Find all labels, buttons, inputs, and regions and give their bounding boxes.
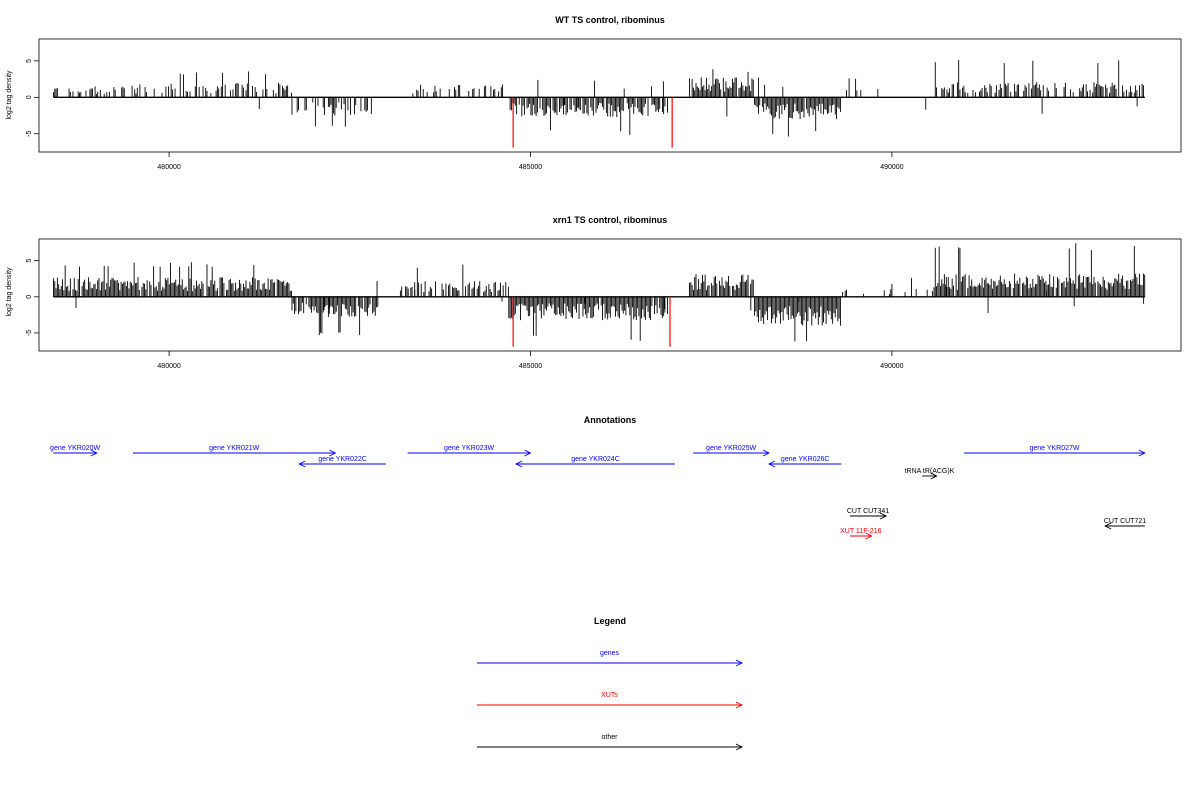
xrn1-y-tick-label: 5 [26,259,33,263]
wt-y-tick-label: 0 [26,95,33,99]
xrn1-plot-frame [38,238,1182,352]
wt-segment-bars [934,59,1144,98]
xrn1-x-axis: 480000 485000 490000 [157,351,904,370]
xrn1-track [53,243,1146,347]
xrn1-x-tick-label: 480000 [157,363,180,370]
annotation-feature: CUT CUT341 [847,508,889,520]
wt-segment-bars [53,86,110,98]
wt-y-axis-label: log2 tag density [6,70,13,120]
annotation-label: gene YKR024C [571,456,620,463]
annotation-feature: gene YKR023W [407,445,532,457]
wt-segment-bars [754,97,841,137]
xrn1-y-tick-label: 0 [26,295,33,299]
annotation-label: CUT CUT341 [847,508,889,515]
legend: Legend genes XUTs other [477,616,744,751]
annotation-arrow-head [768,460,776,468]
annotation-arrow-head [515,460,523,468]
wt-x-tick-label: 485000 [519,164,542,171]
xrn1-x-tick-label: 490000 [880,363,903,370]
wt-x-tick-label: 480000 [157,164,180,171]
annotation-label: gene YKR026C [781,456,830,463]
annotation-arrow-head [329,449,337,457]
wt-x-axis: 480000 485000 490000 [157,152,904,171]
annotation-arrow-head [90,449,98,457]
legend-items: genes XUTs other [477,650,744,751]
wt-y-axis: -5 0 5 [26,59,39,137]
annotation-features: gene YKR020W gene YKR021W gene YKR022C gene… [50,445,1146,540]
legend-arrow-head [735,701,744,709]
xrn1-segment-bars [399,264,509,297]
xrn1-segment-bars [754,296,841,342]
annotation-label: XUT 11F-216 [840,528,881,535]
xrn1-x-tick-label: 485000 [519,363,542,370]
annotation-feature: gene YKR020W [50,445,101,457]
annotation-arrow-head [865,532,873,540]
annotation-label: gene YKR021W [209,445,259,452]
annotation-label: gene YKR022C [318,456,367,463]
legend-label: genes [600,650,620,657]
annotation-arrow-head [1104,522,1112,530]
xrn1-segment-bars [689,273,754,297]
legend-arrow-head [735,743,744,751]
annotation-label: gene YKR020W [50,445,100,452]
wt-track [53,59,1145,148]
annotation-label: gene YKR025W [706,445,756,452]
xrn1-panel: xrn1 TS control, ribominus log2 tag dens… [6,215,1182,370]
annotation-feature: XUT 11F-216 [840,528,882,540]
annotation-label: gene YKR023W [444,445,494,452]
annotations-title: Annotations [584,415,637,425]
annotation-feature: gene YKR021W [132,445,337,457]
annotation-arrow-head [762,449,771,457]
xrn1-panel-title: xrn1 TS control, ribominus [553,215,668,225]
annotation-feature: gene YKR026C [768,456,842,468]
wt-segment-bars [183,71,292,98]
annotation-feature: tRNA tR(ACG)K [905,468,955,480]
annotation-arrow-head [930,472,938,480]
wt-segment-bars [291,97,372,127]
annotation-arrow-head [524,449,532,457]
wt-y-tick-label: 5 [26,59,33,63]
annotation-feature: CUT CUT721 [1104,518,1146,530]
legend-item: other [477,734,744,751]
wt-panel: WT TS control, ribominus log2 tag densit… [6,15,1182,171]
annotation-label: CUT CUT721 [1104,518,1146,525]
annotation-arrow-head [879,512,888,520]
annotation-arrow-head [1138,449,1146,457]
wt-segment-bars [689,69,754,98]
xrn1-y-axis: -5 0 5 [26,259,39,336]
annotation-feature: gene YKR022C [298,456,386,468]
wt-x-tick-label: 490000 [880,164,903,171]
xrn1-segment-bars [934,243,1146,297]
annotation-arrow-head [298,460,306,468]
legend-label: XUTs [601,692,618,699]
wt-segment-bars [412,84,504,98]
annotations-panel: Annotations gene YKR020W gene YKR021Wgene… [50,415,1146,540]
wt-plot-frame [38,38,1182,153]
xrn1-y-axis-label: log2 tag density [6,267,13,317]
legend-item: genes [477,650,744,667]
legend-item: XUTs [477,692,744,709]
legend-label: other [602,734,619,741]
wt-y-tick-label: -5 [26,131,33,137]
annotation-feature: gene YKR025W [693,445,771,457]
wt-panel-title: WT TS control, ribominus [555,15,665,25]
xrn1-segment-bars [291,296,379,336]
xrn1-y-tick-label: -5 [26,330,33,336]
legend-arrow-head [735,659,744,667]
annotation-label: tRNA tR(ACG)K [905,468,955,475]
annotation-feature: gene YKR024C [515,456,676,468]
xrn1-segment-bars [53,262,292,297]
annotation-feature: gene YKR027W [964,445,1146,457]
wt-segment-bars [846,78,862,98]
wt-segment-bars [509,97,668,135]
annotation-label: gene YKR027W [1029,445,1079,452]
legend-title: Legend [594,616,626,626]
